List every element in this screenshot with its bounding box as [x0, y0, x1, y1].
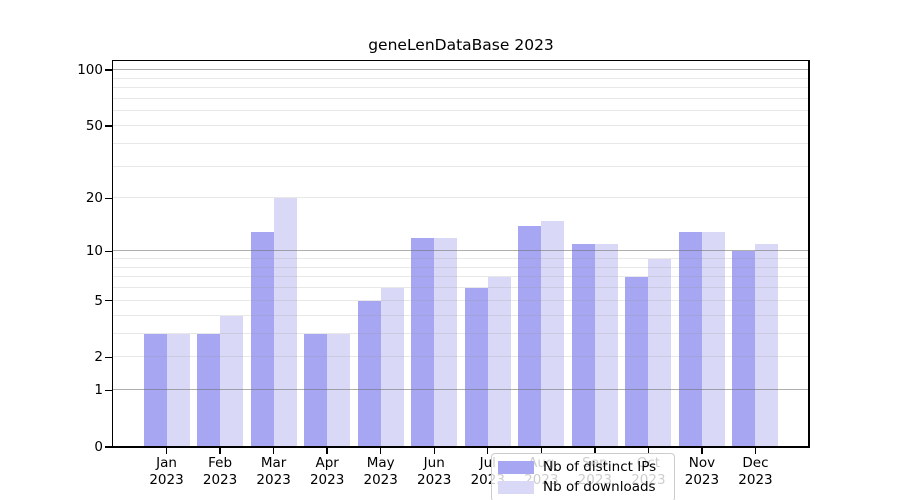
- y-tick: [104, 356, 112, 358]
- gridline-minor: [113, 124, 809, 126]
- y-tick-label: 100: [77, 62, 103, 79]
- bar-distinct-ips: [357, 300, 381, 447]
- bar-downloads: [487, 277, 511, 447]
- axis-spine-top: [111, 59, 810, 62]
- gridline-minor: [113, 314, 809, 316]
- y-tick-label: 0: [94, 439, 103, 455]
- chart-title: geneLenDataBase 2023: [368, 36, 554, 54]
- gridline-minor: [113, 287, 809, 289]
- legend-swatch-distinct-ips: [498, 461, 534, 475]
- gridline-minor: [113, 276, 809, 278]
- y-tick: [104, 125, 112, 127]
- bar-distinct-ips: [304, 333, 328, 447]
- bar-distinct-ips: [625, 277, 649, 447]
- gridline-minor: [113, 97, 809, 99]
- x-tick-label: May 2023: [363, 455, 398, 488]
- x-tick-label: Jun 2023: [417, 455, 452, 488]
- y-tick: [104, 197, 112, 200]
- bar-downloads: [220, 315, 244, 447]
- x-tick: [487, 447, 489, 454]
- bar-downloads: [273, 198, 297, 447]
- bar-distinct-ips: [732, 251, 756, 447]
- gridline-minor: [113, 197, 809, 199]
- y-tick-label: 5: [94, 292, 103, 309]
- y-tick-label: 20: [85, 190, 103, 207]
- y-tick-label: 50: [85, 117, 103, 134]
- bar-distinct-ips: [250, 231, 274, 447]
- gridline-minor: [113, 77, 809, 79]
- plot-area: Nb of distinct IPs Nb of downloads: [113, 61, 809, 500]
- bar-downloads: [380, 288, 404, 447]
- legend-label-downloads: Nb of downloads: [543, 478, 656, 495]
- x-tick: [701, 447, 703, 454]
- y-tick: [104, 299, 112, 302]
- y-tick: [104, 446, 112, 448]
- x-tick: [379, 447, 382, 454]
- bar-downloads: [755, 244, 779, 447]
- legend: Nb of distinct IPs Nb of downloads: [491, 453, 675, 500]
- x-tick: [433, 447, 435, 454]
- gridline-minor: [113, 87, 809, 89]
- bar-distinct-ips: [411, 237, 435, 447]
- x-tick-label: Dec 2023: [738, 455, 773, 488]
- legend-item-downloads: Nb of downloads: [498, 479, 668, 496]
- bar-distinct-ips: [518, 225, 542, 447]
- gridline-minor: [113, 332, 809, 334]
- gridline-minor: [113, 299, 809, 301]
- y-tick-label: 2: [94, 349, 103, 366]
- gridline-minor: [113, 258, 809, 259]
- gridline-minor: [113, 266, 809, 268]
- y-tick-label: 10: [85, 243, 103, 260]
- bar-distinct-ips: [571, 244, 595, 447]
- x-tick: [594, 447, 596, 454]
- axis-spine-bottom: [111, 446, 810, 448]
- bar-distinct-ips: [678, 231, 702, 447]
- bar-downloads: [701, 231, 725, 447]
- x-tick: [326, 447, 328, 454]
- x-tick-label: Jan 2023: [149, 455, 184, 488]
- bar-downloads: [166, 333, 190, 447]
- bar-downloads: [434, 237, 458, 447]
- x-tick-label: Nov 2023: [684, 455, 720, 488]
- x-tick: [165, 447, 168, 454]
- legend-item-distinct-ips: Nb of distinct IPs: [498, 459, 668, 476]
- gridline-major: [113, 69, 809, 71]
- bar-downloads: [327, 333, 351, 447]
- legend-label-distinct-ips: Nb of distinct IPs: [543, 459, 657, 476]
- legend-swatch-downloads: [498, 480, 534, 494]
- x-tick: [754, 447, 757, 454]
- x-tick: [540, 447, 542, 454]
- bar-distinct-ips: [143, 333, 167, 447]
- x-tick: [647, 447, 650, 454]
- x-tick: [272, 447, 275, 454]
- axis-spine-left: [111, 59, 114, 448]
- y-tick: [104, 389, 112, 392]
- x-tick-label: Mar 2023: [256, 455, 291, 488]
- y-tick: [104, 250, 112, 252]
- gridline-minor: [113, 110, 809, 112]
- gridline-major: [113, 250, 809, 252]
- bar-distinct-ips: [197, 333, 221, 447]
- gridline-minor: [113, 165, 809, 167]
- x-tick-label: Feb 2023: [202, 455, 238, 488]
- y-tick: [104, 69, 112, 71]
- bar-distinct-ips: [464, 288, 488, 447]
- gridline-major: [113, 389, 809, 391]
- bar-downloads: [648, 259, 672, 447]
- bar-downloads: [541, 220, 565, 447]
- gridline-minor: [113, 356, 809, 358]
- x-tick: [219, 447, 221, 454]
- gridline-minor: [113, 142, 809, 144]
- bar-downloads: [594, 244, 618, 447]
- x-tick-label: Apr 2023: [309, 455, 345, 488]
- axis-spine-right: [808, 59, 810, 448]
- y-tick-label: 1: [94, 382, 103, 399]
